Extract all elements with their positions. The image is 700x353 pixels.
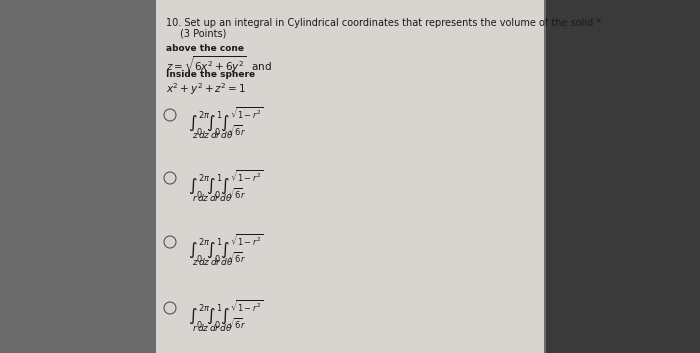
- Text: $z\,dz\,dr\,d\theta$: $z\,dz\,dr\,d\theta$: [192, 256, 234, 267]
- Text: $x^2 + y^2 + z^2 = 1$: $x^2 + y^2 + z^2 = 1$: [166, 81, 246, 97]
- Text: $r\,dz\,dr\,d\theta$: $r\,dz\,dr\,d\theta$: [192, 322, 233, 333]
- Text: $\int_0^{2\pi}\!\int_0^{1}\!\int_{\sqrt{6}r}^{\sqrt{1-r^2}}$: $\int_0^{2\pi}\!\int_0^{1}\!\int_{\sqrt{…: [188, 105, 263, 138]
- Bar: [546, 0, 700, 353]
- Text: $\int_0^{2\pi}\!\int_0^{1}\!\int_{\sqrt{6}r}^{\sqrt{1-r^2}}$: $\int_0^{2\pi}\!\int_0^{1}\!\int_{\sqrt{…: [188, 298, 263, 331]
- Circle shape: [164, 172, 176, 184]
- Text: (3 Points): (3 Points): [180, 29, 226, 39]
- Circle shape: [164, 236, 176, 248]
- Text: $r\,dz\,dr\,d\theta$: $r\,dz\,dr\,d\theta$: [192, 192, 233, 203]
- Text: $z\,dz\,dr\,d\theta$: $z\,dz\,dr\,d\theta$: [192, 129, 234, 140]
- Text: $\int_0^{2\pi}\!\int_0^{1}\!\int_{\sqrt{6}r}^{\sqrt{1-r^2}}$: $\int_0^{2\pi}\!\int_0^{1}\!\int_{\sqrt{…: [188, 168, 263, 201]
- Circle shape: [164, 302, 176, 314]
- Text: $\int_0^{2\pi}\!\int_0^{1}\!\int_{\sqrt{6}r}^{\sqrt{1-r^2}}$: $\int_0^{2\pi}\!\int_0^{1}\!\int_{\sqrt{…: [188, 232, 263, 265]
- Text: 10. Set up an integral in Cylindrical coordinates that represents the volume of : 10. Set up an integral in Cylindrical co…: [166, 18, 601, 28]
- Circle shape: [164, 109, 176, 121]
- Text: $z = \sqrt{6x^2 + 6y^2}$  and: $z = \sqrt{6x^2 + 6y^2}$ and: [166, 55, 272, 75]
- Text: above the cone: above the cone: [166, 44, 244, 53]
- Text: Inside the sphere: Inside the sphere: [166, 70, 255, 79]
- Bar: [0, 0, 154, 353]
- Bar: [156, 0, 544, 353]
